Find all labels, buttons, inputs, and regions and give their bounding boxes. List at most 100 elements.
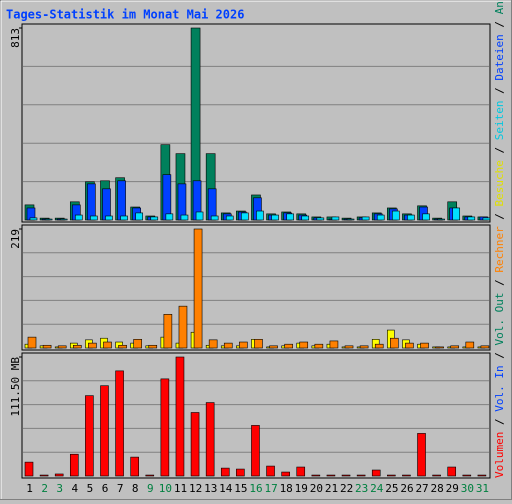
bar [417,433,426,477]
panel [21,224,491,351]
bar [392,210,400,221]
bar [210,215,219,221]
x-tick-label: 16 [249,482,262,495]
bar [180,214,189,221]
bar [482,217,491,221]
y-tick-label: 111.50 MB [9,357,22,417]
bar [341,474,351,477]
bar [239,341,248,349]
bar [29,217,38,221]
x-tick-label: 20 [310,482,323,495]
bar [254,339,263,349]
legend-separator: / [493,206,506,226]
bar [241,212,249,221]
bar [371,469,381,477]
bar [177,183,187,221]
bar [223,342,233,349]
bar [359,345,369,349]
x-tick-label: 6 [102,482,109,495]
bar [376,214,385,221]
bar [72,344,82,349]
bar [331,216,340,221]
bar [432,474,441,477]
bar [251,425,260,477]
bar [356,474,366,477]
bar [480,345,490,349]
x-tick-label: 30 [461,482,474,495]
legend-entry: Dateien [493,34,506,80]
x-tick-label: 13 [204,482,217,495]
legend-separator: / [493,140,506,160]
legend-entry: Volumen [493,432,506,478]
bar [405,342,414,349]
x-tick-label: 18 [280,482,293,495]
x-tick-label: 26 [400,482,413,495]
bar [462,474,472,477]
bar [207,188,217,221]
bar [220,467,230,477]
bar [477,474,487,477]
x-tick-label: 1 [26,482,33,495]
bar [420,342,429,349]
bar [407,214,415,221]
bar [329,340,339,349]
bar [27,336,37,349]
bar [175,356,185,477]
legend-entry: Besuche [493,160,506,206]
chart-title: Tages-Statistik im Monat Mai 2026 [6,8,244,22]
legend-entry: Vol. Out [493,293,506,346]
bar [311,474,321,477]
bar [225,215,234,221]
bar [256,210,264,221]
x-tick-label: 5 [87,482,94,495]
bar [148,344,158,349]
bar [165,213,174,221]
x-tick-label: 22 [340,482,353,495]
bar [54,473,64,477]
bar [205,402,215,477]
bar [44,218,53,221]
x-tick-label: 7 [117,482,124,495]
bar [90,215,98,221]
bar [435,346,444,349]
bar [316,217,325,221]
bar [24,461,34,477]
bar [115,370,124,477]
bar [467,216,476,221]
bar [301,215,310,221]
x-tick-label: 25 [385,482,398,495]
legend-separator: / [493,273,506,293]
legend-entry: Seiten [493,100,506,140]
x-tick-label: 14 [219,482,233,495]
legend-separator: / [493,412,506,432]
x-tick-label: 8 [132,482,139,495]
bar [269,345,278,349]
x-tick-label: 29 [446,482,459,495]
bar [133,339,142,349]
bar [437,218,445,221]
y-tick-label: 813 [9,28,22,48]
bar [135,212,143,221]
bar [195,211,204,221]
bar [120,215,128,221]
x-tick-label: 12 [189,482,202,495]
x-tick-label: 10 [159,482,172,495]
x-tick-label: 17 [264,482,277,495]
bar [69,453,79,477]
bar [236,468,245,477]
bar [74,214,83,221]
x-tick-label: 15 [234,482,247,495]
bar [346,218,355,221]
x-tick-label: 27 [415,482,428,495]
x-tick-label: 3 [56,482,63,495]
bar [450,345,460,349]
bar [281,471,290,477]
x-tick-label: 31 [476,482,489,495]
x-tick-label: 24 [370,482,384,495]
bar [402,474,411,477]
legend-entry: Vol. In [493,365,506,411]
bar [103,341,112,349]
legend-separator: / [493,346,506,366]
bar [190,412,200,477]
